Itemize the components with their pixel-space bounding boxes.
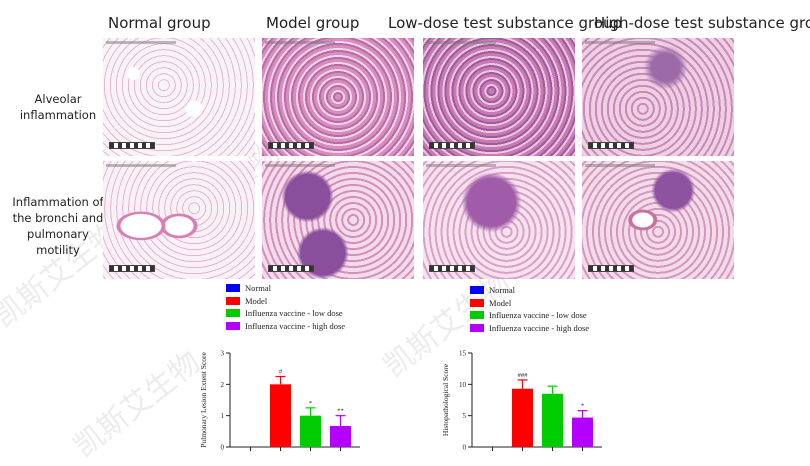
legend-label: Model xyxy=(245,295,268,306)
watermark-text: 凯斯艾生物 xyxy=(67,344,208,465)
legend-label: Normal xyxy=(489,285,515,296)
chart-histopathological: 0 5 10 15 Histopathological Score ### * xyxy=(441,350,602,452)
scale-bar xyxy=(429,142,475,149)
micrograph-model-alveolar xyxy=(262,38,414,156)
legend-item-high-dose: Influenza vaccine - high dose xyxy=(470,322,589,335)
y-tick-label: 1 xyxy=(221,412,225,420)
row-label-bronchi: Inflammation of the bronchi and pulmonar… xyxy=(12,195,104,257)
bar xyxy=(330,426,351,447)
significance-mark: * xyxy=(581,403,584,410)
column-heading-model: Model group xyxy=(266,14,360,32)
scale-bar xyxy=(588,265,634,272)
legend-swatch xyxy=(226,284,240,293)
significance-mark: # xyxy=(279,369,283,376)
scale-bar xyxy=(268,142,314,149)
column-heading-normal: Normal group xyxy=(108,14,211,32)
bar xyxy=(572,417,593,447)
legend-item-high-dose: Influenza vaccine - high dose xyxy=(226,320,345,333)
micrograph-caption xyxy=(106,164,176,167)
chart-legend-right: Normal Model Influenza vaccine - low dos… xyxy=(470,284,589,334)
micrograph-low-dose-bronchi xyxy=(423,161,575,279)
chart-legend-left: Normal Model Influenza vaccine - low dos… xyxy=(226,282,345,332)
micrograph-caption xyxy=(585,164,655,167)
legend-label: Model xyxy=(489,297,512,308)
y-tick-label: 10 xyxy=(459,381,467,389)
legend-swatch xyxy=(226,296,240,305)
bar xyxy=(542,393,563,447)
bar xyxy=(270,384,291,447)
y-tick-label: 2 xyxy=(221,381,225,389)
scale-bar xyxy=(109,142,155,149)
bar xyxy=(512,388,533,447)
scale-bar xyxy=(268,265,314,272)
legend-item-model: Model xyxy=(470,297,589,310)
micrograph-model-bronchi xyxy=(262,161,414,279)
legend-item-model: Model xyxy=(226,295,345,308)
legend-label: Influenza vaccine - high dose xyxy=(245,320,346,331)
legend-item-normal: Normal xyxy=(470,284,589,297)
micrograph-normal-bronchi xyxy=(103,161,255,279)
micrograph-low-dose-alveolar xyxy=(423,38,575,156)
micrograph-high-dose-alveolar xyxy=(582,38,734,156)
legend-swatch xyxy=(470,311,484,320)
micrograph-high-dose-bronchi xyxy=(582,161,734,279)
legend-item-normal: Normal xyxy=(226,282,345,295)
y-tick-label: 0 xyxy=(463,444,467,452)
column-heading-high-dose: High-dose test substance group xyxy=(594,14,810,32)
y-axis-label: Pulmonary Lesion Extent Score xyxy=(199,352,208,448)
legend-label: Normal xyxy=(245,283,271,294)
significance-mark: ### xyxy=(518,372,529,379)
legend-swatch xyxy=(470,298,484,307)
legend-swatch xyxy=(470,323,484,332)
y-tick-label: 15 xyxy=(459,350,467,358)
micrograph-caption xyxy=(265,41,335,44)
y-tick-label: 3 xyxy=(221,350,225,358)
legend-swatch xyxy=(226,309,240,318)
legend-swatch xyxy=(226,321,240,330)
legend-item-low-dose: Influenza vaccine - low dose xyxy=(470,309,589,322)
micrograph-caption xyxy=(585,41,655,44)
legend-item-low-dose: Influenza vaccine - low dose xyxy=(226,307,345,320)
micrograph-caption xyxy=(106,41,176,44)
micrograph-caption xyxy=(426,41,496,44)
bar xyxy=(300,415,321,447)
scale-bar xyxy=(429,265,475,272)
significance-mark: * xyxy=(309,400,312,407)
chart-plot-area: 0 5 10 15 Histopathological Score ### * xyxy=(441,350,602,452)
legend-swatch xyxy=(470,286,484,295)
micrograph-caption xyxy=(426,164,496,167)
row-label-alveolar: Alveolar inflammation xyxy=(19,92,97,122)
legend-label: Influenza vaccine - high dose xyxy=(489,322,590,333)
legend-label: Influenza vaccine - low dose xyxy=(245,308,343,319)
scale-bar xyxy=(588,142,634,149)
legend-label: Influenza vaccine - low dose xyxy=(489,310,587,321)
significance-mark: ** xyxy=(337,408,344,415)
y-axis-label: Histopathological Score xyxy=(441,363,450,436)
micrograph-normal-alveolar xyxy=(103,38,255,156)
scale-bar xyxy=(109,265,155,272)
micrograph-caption xyxy=(265,164,335,167)
y-tick-label: 5 xyxy=(463,412,467,420)
y-tick-label: 0 xyxy=(221,444,225,452)
column-heading-low-dose: Low-dose test substance group xyxy=(388,14,623,32)
